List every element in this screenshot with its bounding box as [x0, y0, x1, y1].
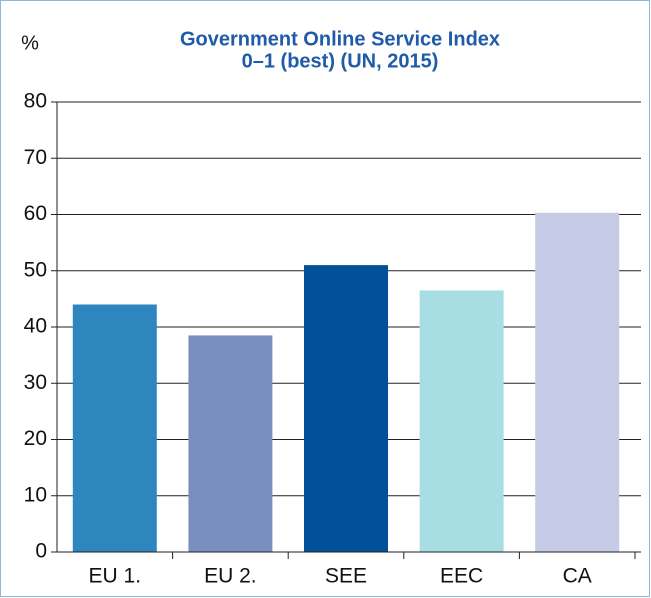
x-tick-label: EU 1. [89, 565, 142, 588]
y-tick-label: 10 [24, 483, 47, 506]
y-tick-label: 40 [24, 315, 47, 338]
chart-subtitle: 0–1 (best) (UN, 2015) [242, 50, 439, 72]
y-axis-label: % [21, 32, 39, 54]
y-tick-label: 20 [24, 427, 47, 450]
y-tick-label: 70 [24, 146, 47, 169]
y-tick-label: 30 [24, 371, 47, 394]
chart-title: Government Online Service Index [180, 28, 500, 50]
bar [72, 304, 157, 552]
bar [304, 265, 388, 552]
x-tick-label: EEC [440, 565, 483, 588]
y-tick-label: 60 [24, 202, 47, 225]
bar [188, 335, 273, 552]
x-tick-label: SEE [325, 565, 367, 588]
x-tick-label: EU 2. [204, 565, 257, 588]
y-tick-label: 0 [35, 540, 47, 563]
x-tick-label: CA [563, 565, 592, 588]
y-tick-label: 50 [24, 258, 47, 281]
bar [419, 290, 504, 552]
bar [535, 212, 620, 552]
y-tick-label: 80 [24, 90, 47, 113]
